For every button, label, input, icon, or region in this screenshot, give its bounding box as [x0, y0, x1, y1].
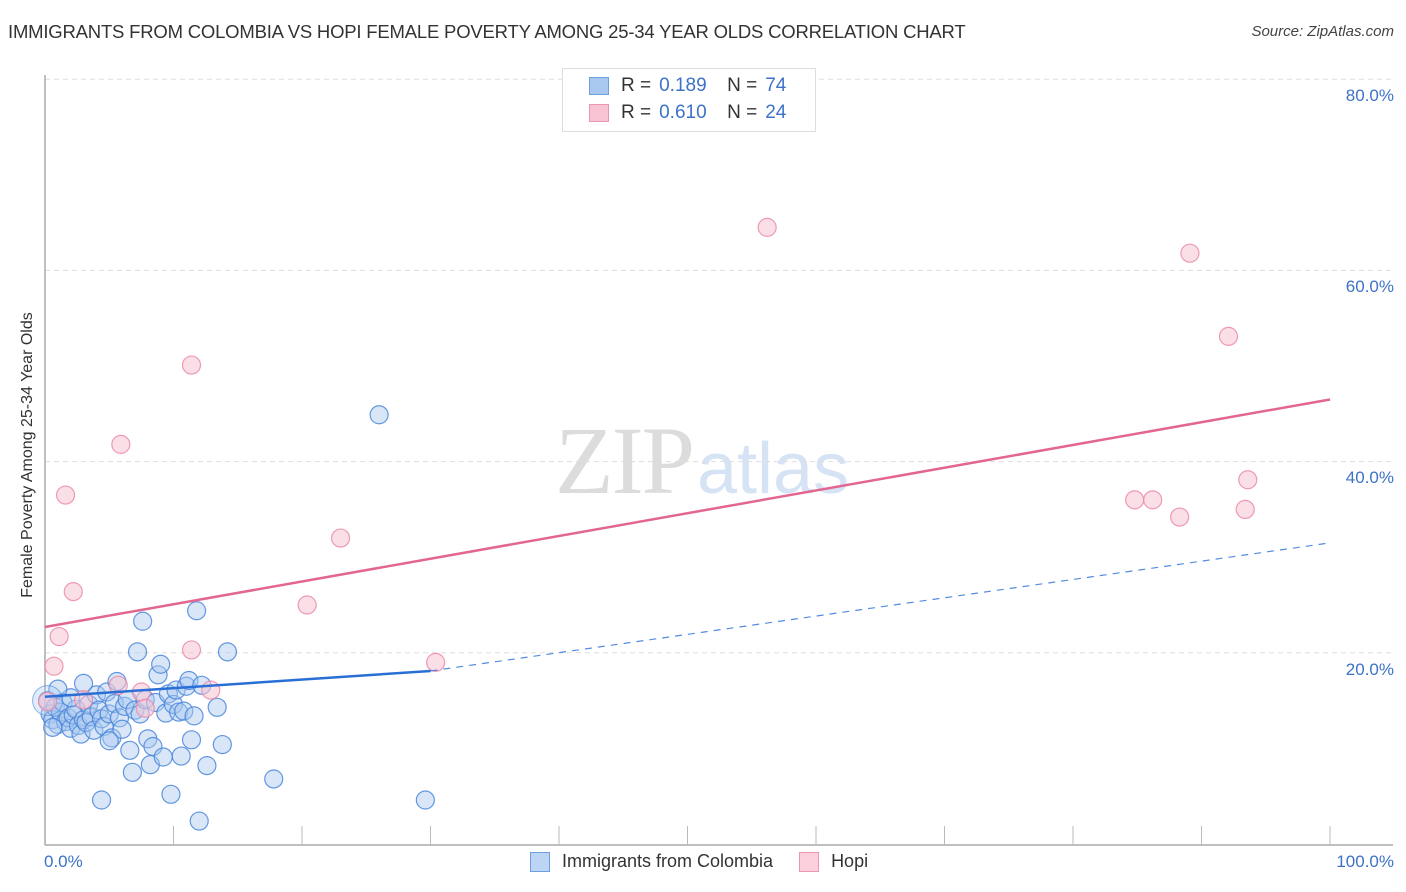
legend-swatch-colombia [589, 77, 609, 95]
y-tick-40: 40.0% [1345, 468, 1394, 487]
r-label: R = [621, 102, 652, 123]
r-value: 0.610 [659, 102, 707, 123]
legend-row-colombia: R = 0.189 N = 74 [589, 74, 786, 98]
legend-item-colombia[interactable]: Immigrants from Colombia [530, 851, 773, 872]
x-tick-100: 100.0% [1336, 852, 1394, 871]
legend-row-hopi: R = 0.610 N = 24 [589, 101, 786, 125]
series-legend: Immigrants from Colombia Hopi [530, 851, 894, 872]
y-tick-80: 80.0% [1345, 86, 1394, 105]
legend-label-hopi: Hopi [831, 851, 869, 871]
r-label: R = [621, 75, 652, 96]
n-value: 24 [765, 102, 787, 123]
source-label: Source: ZipAtlas.com [1251, 23, 1394, 40]
legend-swatch-hopi [589, 104, 609, 122]
chart-title: IMMIGRANTS FROM COLOMBIA VS HOPI FEMALE … [8, 21, 966, 42]
r-value: 0.189 [659, 75, 707, 96]
n-label: N = [727, 75, 758, 96]
x-tick-0: 0.0% [44, 852, 83, 871]
legend-label-colombia: Immigrants from Colombia [562, 851, 774, 871]
y-tick-20: 20.0% [1345, 660, 1394, 679]
legend-swatch-hopi [799, 851, 820, 872]
legend-item-hopi[interactable]: Hopi [799, 851, 868, 872]
y-axis-label: Female Poverty Among 25-34 Year Olds [19, 312, 36, 598]
n-label: N = [727, 102, 758, 123]
n-value: 74 [765, 75, 787, 96]
y-tick-60: 60.0% [1345, 277, 1394, 296]
axes [44, 75, 1393, 846]
legend-swatch-colombia [530, 851, 550, 872]
trendlines [44, 398, 1331, 699]
gridlines [45, 78, 1393, 654]
series-hopi-points [37, 217, 1258, 718]
correlation-legend: R = 0.189 N = 74 R = 0.610 N = 24 [562, 68, 816, 132]
